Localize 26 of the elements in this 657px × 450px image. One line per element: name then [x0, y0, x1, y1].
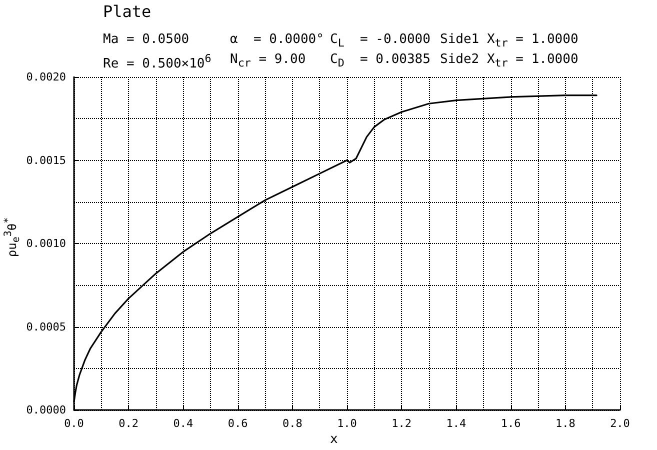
y-tick-label: 0.0010 [26, 237, 66, 250]
x-tick-label: 0.6 [228, 417, 248, 430]
x-axis-title: x [330, 432, 338, 447]
y-tick-label: 0.0005 [26, 320, 66, 334]
x-tick-label: 0.0 [64, 417, 84, 430]
x-tick-label: 1.0 [337, 417, 357, 430]
x-tick-label: 1.2 [392, 417, 412, 430]
x-tick-label: 0.8 [282, 417, 302, 430]
x-tick-label: 0.4 [173, 417, 194, 430]
x-tick-label: 2.0 [610, 417, 630, 430]
y-tick-label: 0.0020 [26, 70, 66, 84]
text: α = 0.0000° [230, 32, 324, 47]
text: C$_{D}$ = 0.00385 [330, 52, 430, 70]
x-tick-label: 1.6 [500, 417, 521, 430]
text: Side1 X$_{tr}$ = 1.0000 [440, 32, 578, 50]
x-tick-label: 1.8 [555, 417, 576, 430]
chart-title: Plate [103, 2, 152, 21]
text: C$_{L}$ = -0.0000 [330, 32, 430, 50]
text: Re = 0.500×10$^{6}$ [103, 52, 212, 72]
text: Side2 X$_{tr}$ = 1.0000 [440, 52, 578, 70]
y-tick-label: 0.0015 [26, 154, 66, 167]
y-tick-label: 0.0000 [26, 404, 66, 416]
text: N$_{cr}$ = 9.00 [230, 52, 306, 70]
x-tick-label: 1.4 [446, 417, 467, 430]
x-tick-label: 0.2 [118, 417, 139, 430]
text: Ma = 0.0500 [103, 32, 190, 47]
